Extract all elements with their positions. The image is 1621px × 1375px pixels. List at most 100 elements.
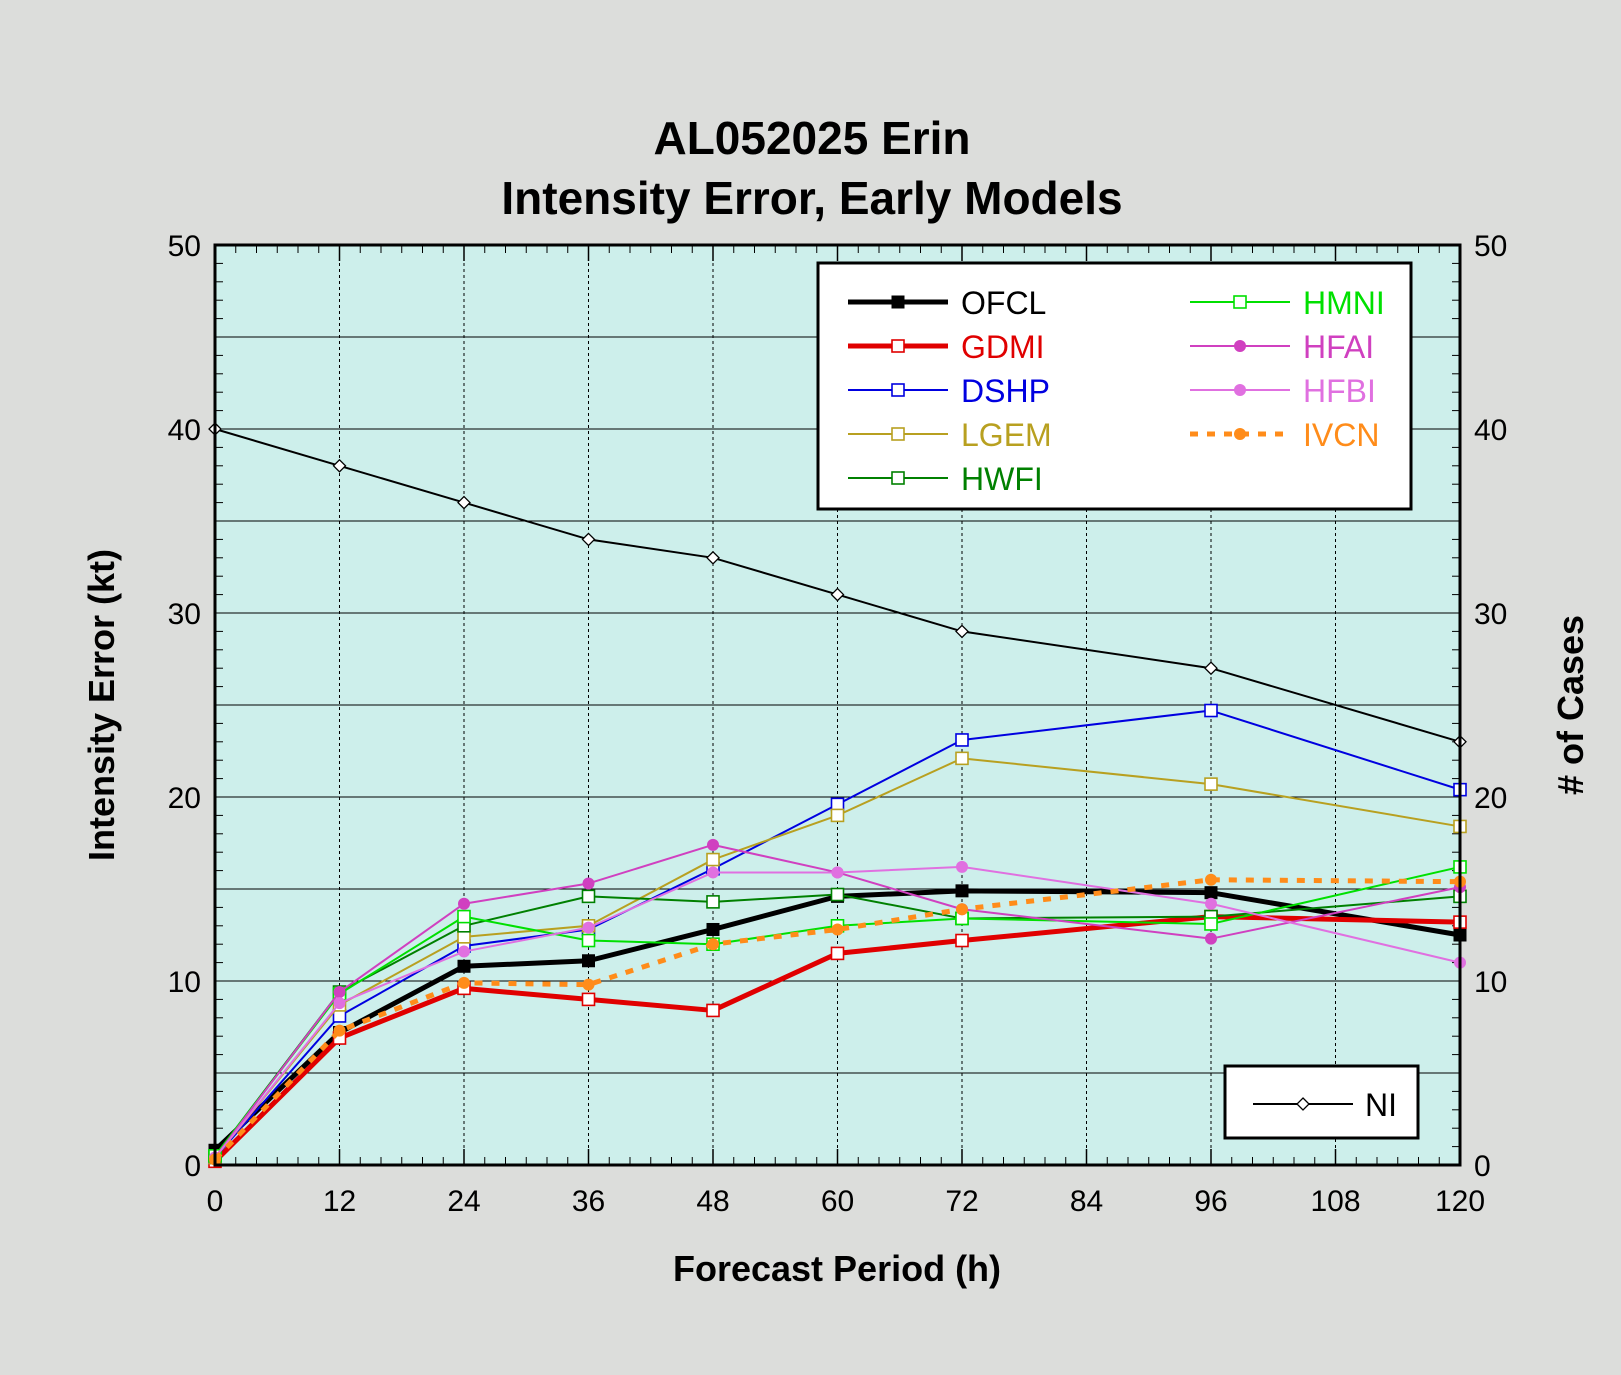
hfbi-point xyxy=(707,866,719,879)
ni-cases-point xyxy=(457,495,471,510)
hwfi-point xyxy=(581,889,596,904)
x-tick-label: 0 xyxy=(207,1185,224,1218)
ni-cases-point xyxy=(1204,661,1218,676)
legend-marker-ofcl xyxy=(891,295,905,309)
legend-label-ofcl: OFCL xyxy=(961,285,1046,321)
legend-label-lgem: LGEM xyxy=(961,417,1052,453)
ofcl-point xyxy=(1204,886,1218,900)
legend-label-hfai: HFAI xyxy=(1303,329,1374,365)
y-tick-label: 20 xyxy=(168,782,201,815)
hmni-point xyxy=(581,933,596,948)
ni-cases-point xyxy=(955,624,969,639)
hfbi-point xyxy=(1205,897,1217,910)
ni-cases-point xyxy=(706,550,720,565)
dshp-point xyxy=(332,1009,347,1023)
hfai-point xyxy=(1205,932,1217,945)
legend-label-ivcn: IVCN xyxy=(1303,417,1379,453)
hmni-point xyxy=(1204,917,1218,931)
y-tick-label: 50 xyxy=(168,230,201,263)
y-tick-label: 40 xyxy=(168,414,201,447)
ivcn-point xyxy=(707,938,719,951)
hfai-point xyxy=(707,838,719,851)
chart-subtitle: Intensity Error, Early Models xyxy=(501,172,1122,224)
dshp-point xyxy=(1204,703,1218,718)
x-tick-label: 24 xyxy=(447,1185,480,1218)
x-tick-label: 108 xyxy=(1310,1185,1360,1218)
x-tick-label: 84 xyxy=(1070,1185,1103,1218)
chart-title: AL052025 Erin xyxy=(653,112,970,164)
legend-label-hfbi: HFBI xyxy=(1303,373,1376,409)
ni-cases-point xyxy=(332,458,347,473)
series-ivcn xyxy=(209,873,1466,1166)
legend-label-hwfi: HWFI xyxy=(961,461,1043,497)
y2-tick-label: 10 xyxy=(1474,966,1507,999)
series-layer xyxy=(208,422,1467,1169)
legend-marker-dshp xyxy=(891,383,905,397)
y2-tick-label: 0 xyxy=(1474,1150,1491,1183)
x-tick-label: 48 xyxy=(696,1185,729,1218)
y-tick-label: 30 xyxy=(168,598,201,631)
ofcl-point xyxy=(955,884,969,898)
ivcn-point xyxy=(333,1024,346,1037)
hfai-point xyxy=(333,986,346,999)
hfbi-point xyxy=(582,921,595,934)
ivcn-point xyxy=(831,923,844,936)
ivcn-point xyxy=(458,976,470,989)
x-tick-label: 96 xyxy=(1194,1185,1227,1218)
lgem-point xyxy=(955,751,969,766)
cases-legend-label: NI xyxy=(1365,1087,1397,1123)
legend-marker-lgem xyxy=(891,427,905,441)
ofcl-point xyxy=(582,954,595,968)
legend-marker-ivcn xyxy=(1234,428,1246,440)
dshp-point xyxy=(955,733,969,747)
hwfi-point xyxy=(830,887,845,902)
legend-label-dshp: DSHP xyxy=(961,373,1050,409)
ivcn-point xyxy=(582,978,595,991)
y-axis-title: Intensity Error (kt) xyxy=(81,549,122,861)
plot-frame xyxy=(213,243,1462,1167)
lgem-point xyxy=(457,930,471,944)
hfbi-point xyxy=(831,866,844,879)
hfbi-point xyxy=(333,997,346,1010)
hfai-point xyxy=(582,877,595,890)
dshp-point xyxy=(830,797,845,812)
tick-labels: 0 12 24 36 48 60 72 84 96 108 12001020304050010203… xyxy=(168,230,1508,1218)
legend-marker-hwfi xyxy=(891,471,905,485)
y2-tick-label: 30 xyxy=(1474,598,1507,631)
cases-legend-box xyxy=(1223,1064,1420,1140)
hfbi-point xyxy=(956,860,968,873)
ivcn-point xyxy=(956,903,968,916)
legend: OFCL GDMI DSHP LGEM HWFI HMNI HFAI HFBI IVCN xyxy=(816,261,1413,511)
lgem-point xyxy=(830,808,845,823)
x-tick-label: 36 xyxy=(572,1185,605,1218)
cases-legend-marker xyxy=(1296,1097,1310,1111)
y-tick-label: 10 xyxy=(168,966,201,999)
legend-label-hmni: HMNI xyxy=(1303,285,1385,321)
x-tick-label: 120 xyxy=(1435,1185,1485,1218)
x-tick-label: 72 xyxy=(945,1185,978,1218)
ni-cases-point xyxy=(581,532,596,547)
lgem-point xyxy=(706,852,720,867)
y2-axis-title: # of Cases xyxy=(1550,615,1591,795)
legend-marker-gdmi xyxy=(891,339,905,353)
y2-tick-label: 40 xyxy=(1474,414,1507,447)
x-tick-label: 60 xyxy=(821,1185,854,1218)
hmni-point xyxy=(457,909,471,924)
lgem-point xyxy=(1204,777,1218,791)
y2-tick-label: 50 xyxy=(1474,230,1507,263)
legend-label-gdmi: GDMI xyxy=(961,329,1045,365)
x-tick-label: 12 xyxy=(323,1185,356,1218)
ni-cases-point xyxy=(830,587,845,602)
cases-legend: NI xyxy=(1223,1064,1420,1140)
legend-marker-hfbi xyxy=(1234,384,1246,396)
gdmi-point xyxy=(955,933,969,948)
ivcn-point xyxy=(1205,873,1217,886)
y2-tick-label: 20 xyxy=(1474,782,1507,815)
gdmi-point xyxy=(830,946,845,961)
hwfi-point xyxy=(706,895,720,909)
legend-marker-hfai xyxy=(1234,340,1246,352)
hfai-point xyxy=(458,897,470,910)
ofcl-point xyxy=(706,922,720,936)
gdmi-point xyxy=(706,1003,720,1018)
